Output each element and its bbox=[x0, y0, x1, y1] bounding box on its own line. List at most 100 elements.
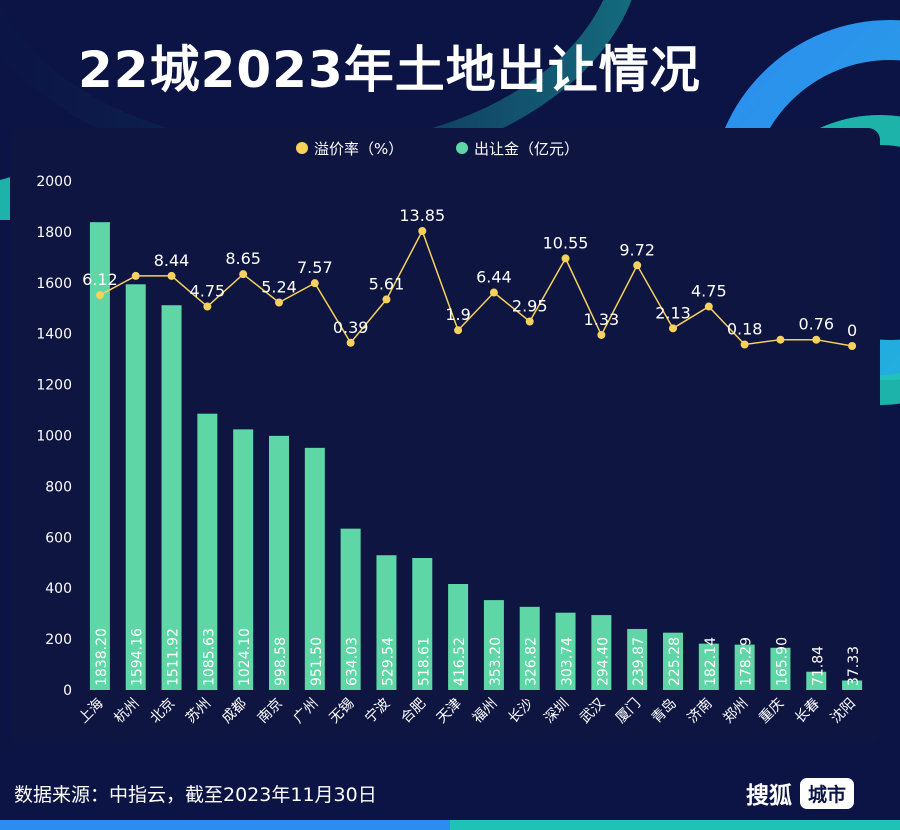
rate-point bbox=[382, 295, 391, 304]
bar bbox=[483, 600, 504, 690]
combo-chart: 溢价率（%） 出让金（亿元） 0 200 400 600 800 1000 1200 1400 16… bbox=[36, 140, 863, 727]
y-tick-label: 200 bbox=[45, 632, 72, 648]
bar bbox=[806, 671, 827, 690]
x-tick-label: 天津 bbox=[434, 696, 465, 727]
bar bbox=[269, 435, 289, 690]
bar-value-label: 178.29 bbox=[739, 637, 755, 686]
bar bbox=[125, 284, 146, 690]
brand-logo: 搜狐 城市 bbox=[746, 776, 855, 810]
bar bbox=[304, 447, 325, 690]
rate-value-label: 10.55 bbox=[543, 233, 589, 252]
bar-value-label: 1024.10 bbox=[237, 628, 253, 686]
bar-value-label: 416.52 bbox=[452, 637, 468, 686]
x-tick-label: 杭州 bbox=[111, 696, 142, 727]
bar bbox=[448, 583, 469, 690]
rate-point bbox=[848, 342, 857, 350]
rate-value-label: 1.9 bbox=[445, 305, 470, 324]
rate-point bbox=[167, 271, 176, 280]
rate-point bbox=[346, 338, 355, 347]
y-tick-label: 1600 bbox=[36, 276, 72, 292]
x-tick-label: 沈阳 bbox=[828, 696, 859, 727]
rate-point bbox=[131, 271, 140, 280]
bar-value-label: 353.20 bbox=[488, 637, 504, 686]
y-tick-label: 400 bbox=[45, 581, 72, 597]
rate-value-label: 13.85 bbox=[399, 206, 445, 225]
x-tick-label: 成都 bbox=[219, 696, 250, 727]
bar bbox=[233, 429, 254, 690]
rate-value-label: 0.39 bbox=[333, 318, 369, 337]
rate-point bbox=[776, 335, 785, 344]
rate-value-label: 6.44 bbox=[476, 268, 512, 287]
bar-value-label: 1511.92 bbox=[166, 628, 182, 686]
rate-point bbox=[812, 335, 821, 344]
rate-value-label: 0.76 bbox=[798, 315, 834, 334]
bar bbox=[591, 615, 612, 690]
rate-point bbox=[704, 302, 713, 311]
bar bbox=[770, 647, 791, 690]
rate-value-label: 9.72 bbox=[619, 240, 655, 259]
rate-value-label: 4.75 bbox=[190, 282, 226, 301]
x-tick-label: 济南 bbox=[685, 696, 716, 727]
bar-value-label: 951.50 bbox=[309, 637, 325, 686]
rate-point bbox=[525, 317, 534, 326]
legend-marker-amount bbox=[456, 142, 468, 154]
rate-value-label: 2.95 bbox=[512, 297, 548, 316]
bottom-accent-bar bbox=[0, 820, 900, 830]
bar bbox=[555, 612, 576, 690]
brand-tag: 城市 bbox=[800, 777, 855, 809]
x-tick-label: 福州 bbox=[470, 696, 501, 727]
bar-value-label: 37.33 bbox=[846, 646, 862, 686]
bar bbox=[197, 413, 218, 690]
y-tick-label: 1200 bbox=[36, 378, 72, 394]
bar-value-label: 239.87 bbox=[631, 637, 647, 686]
rate-point bbox=[740, 340, 749, 349]
x-tick-label: 上海 bbox=[76, 696, 107, 727]
bar bbox=[734, 644, 755, 690]
x-tick-label: 青岛 bbox=[649, 696, 680, 727]
x-tick-label: 宁波 bbox=[361, 695, 393, 727]
rate-value-label: 0.18 bbox=[727, 320, 763, 339]
page-title: 22城2023年土地出让情况 bbox=[78, 41, 701, 99]
bar-value-label: 71.84 bbox=[810, 646, 826, 686]
legend-marker-rate bbox=[296, 142, 308, 154]
bar bbox=[340, 528, 361, 690]
bar-value-label: 294.40 bbox=[595, 637, 611, 686]
x-tick-label: 长春 bbox=[792, 696, 823, 727]
bar bbox=[698, 643, 719, 690]
rate-point bbox=[275, 298, 283, 307]
x-tick-label: 无锡 bbox=[326, 696, 357, 727]
rate-value-label: 5.24 bbox=[261, 277, 297, 296]
bar-value-label: 165.90 bbox=[774, 637, 790, 686]
bar bbox=[627, 628, 648, 690]
x-tick-label: 重庆 bbox=[756, 696, 787, 727]
rate-value-label: 2.13 bbox=[655, 303, 691, 322]
bar-value-label: 634.03 bbox=[345, 637, 361, 686]
legend-label-amount: 出让金（亿元） bbox=[474, 140, 579, 158]
x-tick-label: 广州 bbox=[291, 696, 322, 727]
y-tick-label: 1800 bbox=[36, 225, 72, 241]
data-source: 数据来源：中指云，截至2023年11月30日 bbox=[14, 784, 377, 806]
rate-point bbox=[454, 326, 463, 335]
rate-point bbox=[310, 279, 319, 288]
y-tick-label: 600 bbox=[45, 530, 72, 546]
bar-value-label: 182.14 bbox=[703, 637, 719, 686]
rate-point bbox=[489, 288, 498, 297]
rate-point bbox=[239, 270, 248, 279]
rate-point bbox=[203, 302, 212, 311]
bar bbox=[663, 632, 683, 690]
x-tick-label: 郑州 bbox=[720, 696, 751, 727]
rate-line bbox=[99, 229, 853, 347]
y-tick-label: 1000 bbox=[36, 429, 72, 445]
bar-value-label: 1594.16 bbox=[130, 628, 146, 686]
rate-value-label: 1.33 bbox=[584, 310, 620, 329]
x-tick-label: 北京 bbox=[147, 696, 178, 727]
bar bbox=[519, 606, 540, 690]
rate-point bbox=[633, 261, 642, 270]
rate-value-label: 8.65 bbox=[225, 249, 261, 268]
x-tick-label: 苏州 bbox=[183, 696, 214, 727]
y-tick-label: 0 bbox=[63, 683, 72, 699]
bar-value-label: 998.58 bbox=[273, 637, 289, 686]
rate-value-label: 6.12 bbox=[82, 270, 118, 289]
rate-point bbox=[669, 324, 677, 333]
bar-value-label: 518.61 bbox=[416, 637, 432, 686]
